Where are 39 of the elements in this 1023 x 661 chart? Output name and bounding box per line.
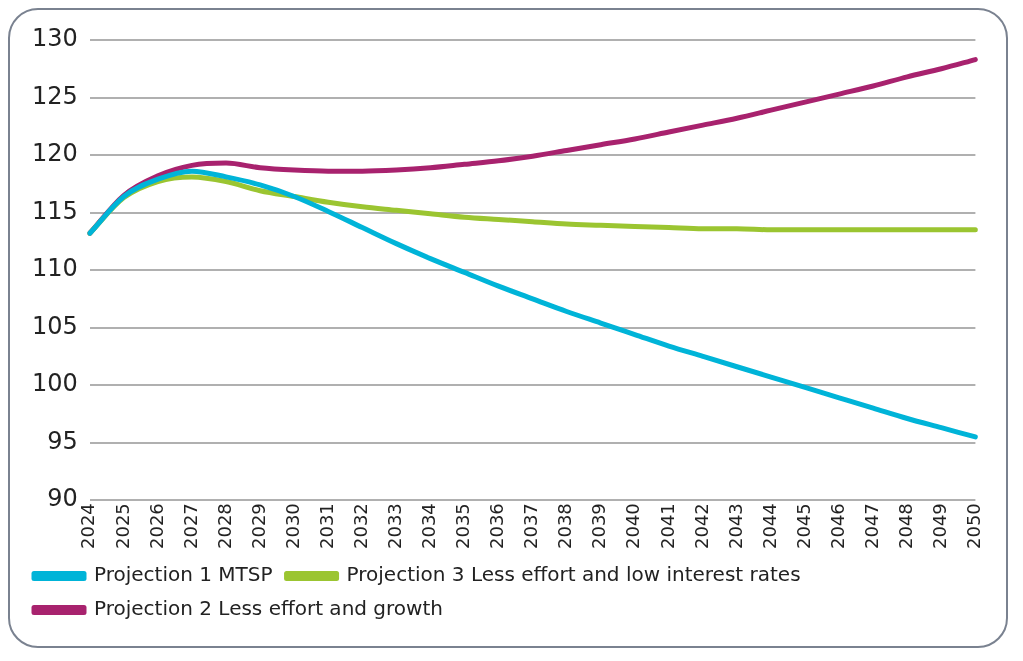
y-tick-label: 110	[32, 254, 78, 283]
x-tick-label: 2047	[860, 503, 882, 549]
x-tick-label: 2044	[758, 503, 780, 549]
x-tick-label: 2040	[622, 503, 644, 549]
x-tick-label: 2031	[315, 503, 337, 549]
x-tick-label: 2024	[77, 503, 99, 549]
x-tick-label: 2045	[792, 503, 814, 549]
x-tick-label: 2028	[213, 503, 235, 549]
x-tick-label: 2049	[929, 503, 951, 549]
x-tick-label: 2025	[111, 503, 133, 549]
x-tick-label: 2027	[179, 503, 201, 549]
x-tick-label: 2029	[247, 503, 269, 549]
y-tick-label: 125	[32, 81, 78, 110]
x-tick-label: 2041	[656, 503, 678, 549]
y-tick-label: 90	[47, 484, 78, 513]
legend-label: Projection 2 Less effort and growth	[94, 596, 443, 621]
y-tick-label: 120	[32, 139, 78, 168]
x-tick-label: 2042	[690, 503, 712, 549]
x-tick-label: 2039	[588, 503, 610, 549]
x-tick-label: 2043	[724, 503, 746, 549]
legend-label: Projection 3 Less effort and low interest rates	[346, 562, 801, 587]
x-tick-label: 2033	[384, 503, 406, 549]
x-tick-label: 2030	[281, 503, 303, 549]
x-tick-label: 2026	[145, 503, 167, 549]
x-tick-label: 2034	[418, 503, 440, 549]
x-tick-label: 2048	[894, 503, 916, 549]
x-tick-label: 2036	[486, 503, 508, 549]
x-tick-label: 2035	[452, 503, 474, 549]
x-tick-label: 2046	[826, 503, 848, 549]
x-tick-label: 2050	[963, 503, 985, 549]
y-tick-label: 100	[32, 369, 78, 398]
y-tick-label: 115	[32, 196, 78, 225]
x-tick-label: 2037	[520, 503, 542, 549]
y-tick-label: 105	[32, 311, 78, 340]
legend-label: Projection 1 MTSP	[94, 562, 273, 587]
x-tick-label: 2038	[554, 503, 576, 549]
y-tick-label: 95	[47, 426, 78, 455]
x-tick-label: 2032	[349, 503, 371, 549]
y-tick-label: 130	[32, 24, 78, 53]
